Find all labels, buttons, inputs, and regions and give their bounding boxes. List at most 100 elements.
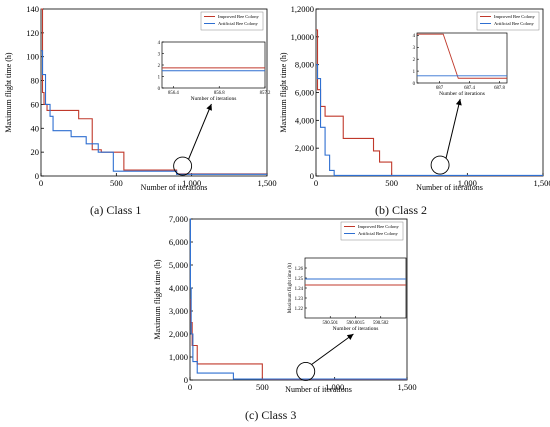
chart-3-ytick-label: 4,000	[169, 283, 188, 293]
chart-3-ytick-label: 5,000	[169, 260, 188, 270]
chart-1-xtick-label: 0	[39, 178, 43, 188]
chart-3-legend-box	[340, 221, 404, 241]
chart-1-xtick-label: 1,500	[257, 178, 276, 188]
chart-1-ytick-label: 140	[26, 4, 39, 14]
chart-2-callout-arrow-head	[455, 99, 462, 106]
chart-1-inset-ytick-label: 0	[158, 87, 161, 92]
chart-3-xtick-label: 500	[256, 382, 269, 392]
chart-1-legend-box	[200, 11, 264, 31]
chart-3-inset-ytick-label: 1.25	[295, 277, 304, 282]
chart-1-ylabel: Maximum flight time (h)	[4, 52, 13, 133]
chart-1-ytick-label: 100	[26, 52, 39, 62]
chart-1-xlabel: Number of iterations	[141, 183, 208, 192]
chart-2-inset-frame	[416, 32, 508, 84]
chart-1-inset-xtick-label: 857.2	[260, 91, 271, 96]
chart-3-inset-ytick-label: 1.23	[295, 297, 304, 302]
chart-3-callout-arrow-line	[311, 333, 354, 365]
chart-2-inset-ytick-label: 4	[413, 34, 416, 39]
chart-2-ytick-label: 4,000	[295, 115, 314, 125]
chart-1-series-artificial-line	[41, 50, 267, 175]
chart-3-ytick-label: 6,000	[169, 237, 188, 247]
chart-1-callout-arrow-head	[206, 104, 212, 111]
chart-2-inset-ytick-label: 0	[413, 82, 416, 87]
chart-2-xtick-label: 0	[314, 178, 318, 188]
caption-class-2: (b) Class 2	[375, 203, 427, 217]
chart-2-xtick-label: 500	[385, 178, 398, 188]
chart-1-series-improved-line	[41, 8, 267, 175]
chart-2-ytick-label: 6,000	[295, 88, 314, 98]
chart-2-inset-ytick-label: 1	[413, 70, 416, 75]
chart-1-frame	[40, 8, 268, 177]
chart-2-ytick-label: 1,2000	[291, 4, 314, 14]
chart-3-legend-label-improved: Improved Bee Colony	[358, 224, 400, 229]
chart-3-inset-frame	[304, 257, 407, 319]
chart-3-ytick-label: 1,000	[169, 352, 188, 362]
chart-2-legend-label-improved: Improved Bee Colony	[494, 14, 536, 19]
chart-2-series-artificial-line	[316, 64, 543, 176]
chart-2-inset-xtick-label: 687	[436, 86, 444, 91]
chart-1-xtick-label: 1,000	[182, 178, 201, 188]
chart-2-inset-ytick-label: 2	[413, 58, 416, 63]
chart-3-callout-arrow-head	[346, 334, 354, 340]
chart-1-ytick-label: 60	[31, 99, 40, 109]
caption-class-3: (c) Class 3	[245, 408, 297, 422]
chart-2-callout-arrow-line	[445, 98, 461, 159]
chart-2-inset-ytick-label: 3	[413, 46, 416, 51]
chart-1-inset-xtick-label: 856.8	[214, 91, 225, 96]
chart-1-ytick-label: 80	[31, 76, 40, 86]
chart-3-ytick-label: 2,000	[169, 329, 188, 339]
chart-1-callout-arrow-line	[188, 103, 212, 160]
chart-2-ylabel: Maximum flight time (h)	[279, 52, 288, 133]
chart-2-xtick-label: 1,500	[533, 178, 550, 188]
chart-1-ytick-label: 120	[26, 28, 39, 38]
chart-3-xtick-label: 0	[188, 382, 192, 392]
chart-1-ytick-label: 20	[31, 147, 40, 157]
chart-2-xlabel: Number of iterations	[416, 183, 483, 192]
chart-1-ytick-label: 0	[35, 171, 39, 181]
chart-3-ylabel: Maximum flight time (h)	[153, 259, 162, 340]
chart-2-ytick-label: 0	[310, 171, 314, 181]
chart-1-inset-frame	[161, 41, 266, 89]
chart-2-inset-xlabel: Number of iterations	[439, 90, 485, 97]
chart-3-inset-ytick-label: 1.24	[295, 287, 304, 292]
chart-2-ytick-label: 8,000	[295, 60, 314, 70]
chart-3-legend-label-artificial: Artificial Bee Colony	[358, 231, 399, 236]
chart-1-inset-ytick-label: 4	[158, 41, 161, 46]
chart-2-inset-xtick-label: 687.8	[494, 86, 505, 91]
chart-3-xtick-label: 1,500	[397, 382, 416, 392]
caption-class-1: (a) Class 1	[90, 203, 142, 217]
chart-3-inset-ylabel: Maximum flight time (h)	[288, 263, 293, 313]
chart-1-legend-label-artificial: Artificial Bee Colony	[218, 21, 259, 26]
chart-3-xlabel: Number of iterations	[285, 385, 352, 394]
chart-3-inset-xtick-label: 590.501	[322, 321, 338, 326]
chart-2-legend-box	[476, 11, 540, 31]
chart-3-callout-circle	[296, 361, 316, 381]
chart-1-inset-ytick-label: 1	[158, 75, 161, 80]
chart-2-callout-circle	[430, 155, 450, 175]
chart-3-xtick-label: 1,000	[325, 382, 344, 392]
chart-1-inset-xlabel: Number of iterations	[191, 95, 237, 102]
chart-2-legend-label-artificial: Artificial Bee Colony	[494, 21, 535, 26]
chart-1-inset-ytick-label: 2	[158, 64, 161, 69]
chart-1-inset-xtick-label: 856.4	[168, 91, 179, 96]
chart-3-inset-ytick-label: 1.22	[295, 307, 304, 312]
chart-2-xtick-label: 1,000	[458, 178, 477, 188]
chart-1-xtick-label: 500	[110, 178, 123, 188]
chart-3-inset-xlabel: Number of iterations	[333, 325, 379, 332]
chart-2-ytick-label: 2,000	[295, 143, 314, 153]
chart-3-series-artificial-line	[189, 218, 407, 380]
chart-3-ytick-label: 0	[184, 375, 188, 385]
chart-2-ytick-label: 1,0000	[291, 32, 314, 42]
chart-3-inset-xtick-label: 590.0015	[347, 321, 366, 326]
chart-1-ytick-label: 40	[31, 123, 40, 133]
chart-2-series-improved-line	[316, 29, 543, 177]
chart-2-inset-xtick-label: 687.4	[464, 86, 475, 91]
chart-2-inset-series-improved-line	[417, 33, 507, 79]
chart-3-ytick-label: 7,000	[169, 214, 188, 224]
chart-1-legend-label-improved: Improved Bee Colony	[218, 14, 260, 19]
chart-1-inset-ytick-label: 3	[158, 52, 161, 57]
chart-3-ytick-label: 3,000	[169, 306, 188, 316]
chart-3-inset-xtick-label: 590.502	[373, 321, 389, 326]
chart-1-callout-circle	[173, 156, 193, 176]
